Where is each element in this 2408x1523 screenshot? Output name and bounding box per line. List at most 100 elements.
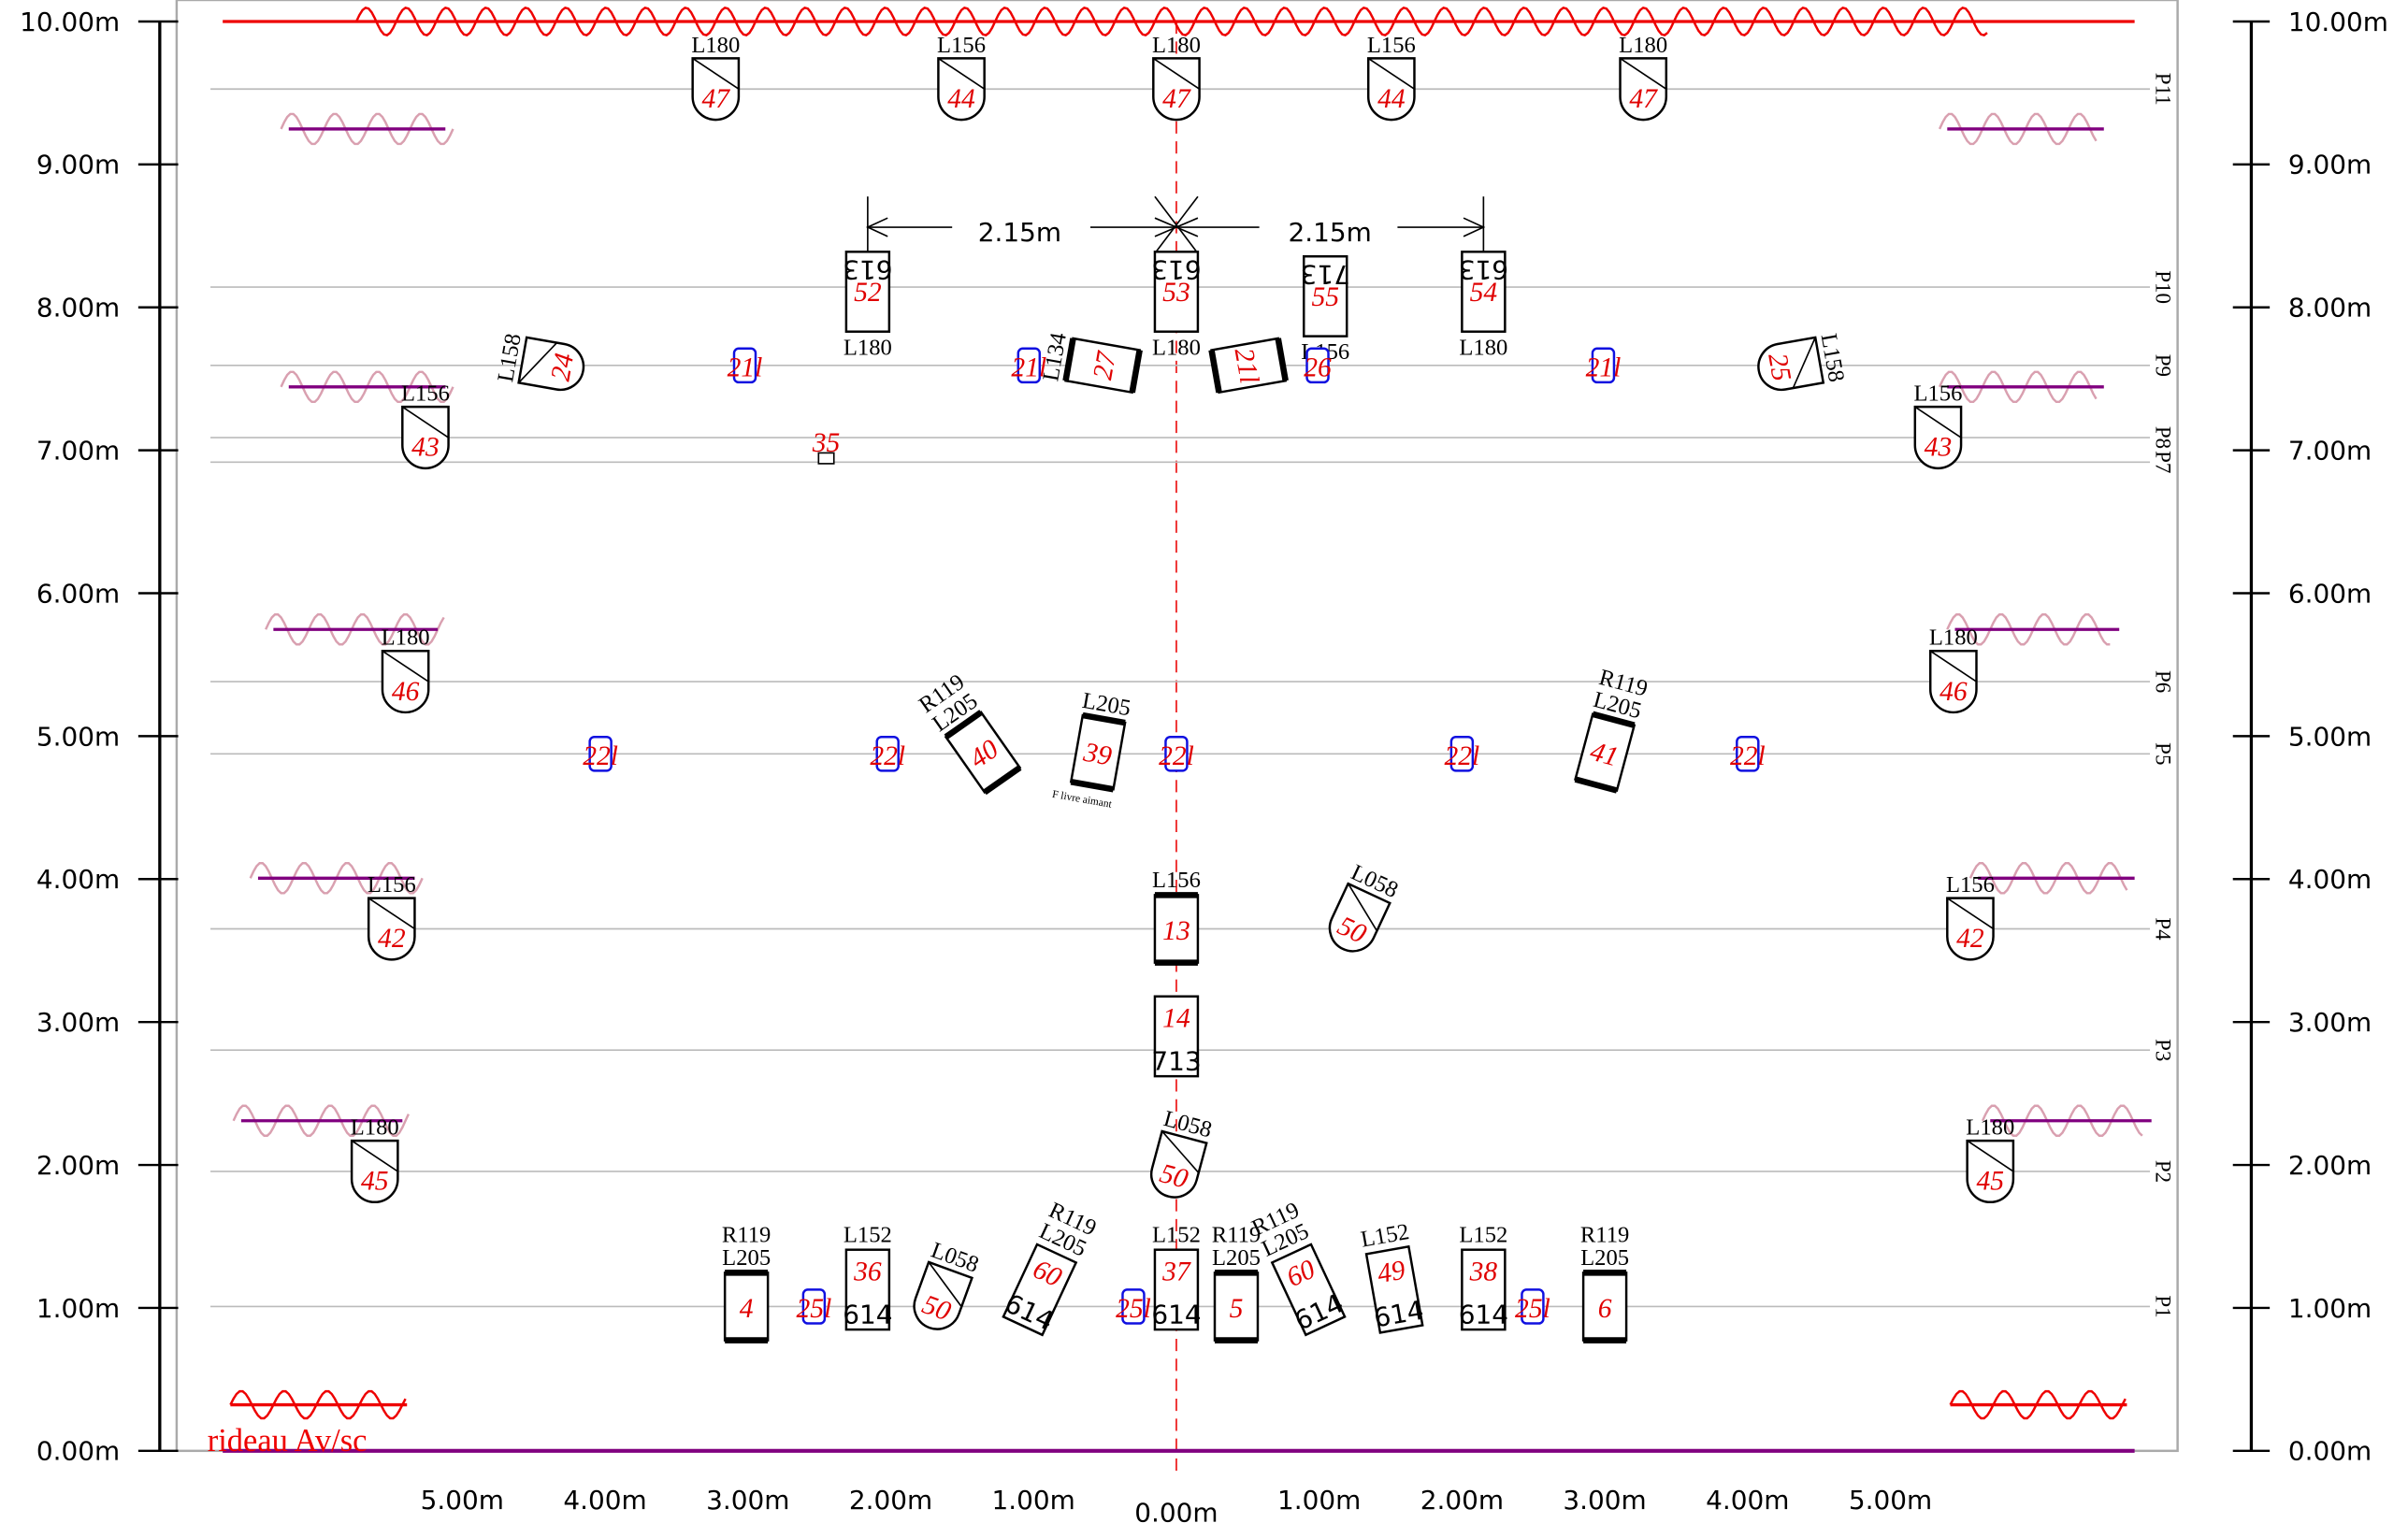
x-label: 3.00m <box>706 1485 789 1516</box>
fixture-body <box>1305 347 1330 384</box>
fixture-note: F livre aimant <box>1051 789 1113 811</box>
gobo-label: 613 <box>1459 254 1508 285</box>
fixture-body <box>844 1248 891 1331</box>
fixture-number: 45 <box>361 1167 389 1197</box>
fixture-lens <box>1914 406 1962 438</box>
fixture-body <box>1213 1272 1260 1342</box>
fixture-body <box>1449 735 1475 772</box>
fixture-number: 44 <box>1377 84 1406 114</box>
y-label: 3.00m <box>36 1007 120 1038</box>
fixture-lens <box>1347 883 1378 932</box>
fixture: 44 L156 <box>937 33 986 122</box>
fixture-number: 21l <box>1011 352 1046 382</box>
fixture: 42 L156 <box>368 872 416 961</box>
fixture-body <box>1581 1272 1628 1342</box>
gobo-label: 614 <box>843 1300 892 1330</box>
y-label: 7.00m <box>2288 435 2372 466</box>
gel-label: L180 <box>1152 33 1201 58</box>
fixture-body <box>1946 897 1995 961</box>
fixture-number: 47 <box>1162 84 1191 114</box>
fixture-number: 27 <box>1088 349 1122 382</box>
fixture-lens <box>1367 57 1415 90</box>
fixture: 21l <box>1011 347 1046 384</box>
fixture: 22l <box>870 735 905 772</box>
fixture-lens <box>928 1261 962 1308</box>
curtain-wave <box>1938 112 2098 146</box>
fixture-number: 21l <box>1586 352 1622 382</box>
x-label: 3.00m <box>1563 1485 1646 1516</box>
fixture-number: 25l <box>1515 1294 1550 1324</box>
fixture-body <box>401 405 450 469</box>
fixture-number: 49 <box>1376 1255 1408 1289</box>
curtain-wave <box>354 6 1988 37</box>
fixture: 22l <box>583 735 618 772</box>
fixture-number: 21l <box>728 352 763 382</box>
fixture-number: 52 <box>854 278 882 308</box>
fixture-number: 22l <box>583 741 618 771</box>
fixture-body <box>1461 251 1507 333</box>
fixture-lens <box>937 57 986 90</box>
curtain-wave <box>1949 1389 2127 1420</box>
gel-label: L156 <box>1367 33 1416 58</box>
fixture-number: 42 <box>378 924 406 954</box>
curtain-wave <box>1968 862 2128 895</box>
y-label: 5.00m <box>36 721 120 752</box>
fixture-body <box>1461 1248 1507 1331</box>
y-label: 8.00m <box>36 293 120 323</box>
gel-label: L152 <box>1152 1222 1201 1247</box>
fixture-number: 22l <box>1444 741 1479 771</box>
fixture-body <box>1153 1248 1200 1331</box>
fixture-body <box>1017 347 1042 384</box>
y-label: 8.00m <box>2288 293 2372 323</box>
fixture-lens <box>1152 57 1201 90</box>
fixture-number: 25l <box>797 1294 832 1324</box>
curtain-wave <box>265 613 445 646</box>
pipe-label: P7 <box>2152 451 2175 473</box>
fixture-body <box>875 735 900 772</box>
y-label: 3.00m <box>2288 1007 2372 1038</box>
x-label: 2.00m <box>1420 1485 1504 1516</box>
fixture-number: 37 <box>1161 1257 1191 1287</box>
fixture-edge <box>1208 349 1222 394</box>
gel-label: L205 <box>1580 1245 1629 1271</box>
fixture-body <box>801 1288 827 1325</box>
fixture-number: 46 <box>392 677 420 707</box>
fixture-body <box>1153 251 1200 333</box>
curtain-wave <box>229 1389 407 1420</box>
fixture-number: 22l <box>1159 741 1194 771</box>
fixture-lens <box>382 650 429 682</box>
y-label: 7.00m <box>36 435 120 466</box>
fixture-body <box>1153 894 1200 964</box>
gel-label: L156 <box>1152 868 1201 893</box>
gel-label: L156 <box>1913 381 1962 407</box>
gel-label: L152 <box>844 1222 892 1247</box>
fixture-body <box>1928 650 1978 714</box>
fixture-body <box>350 1139 399 1203</box>
fixture-body <box>1303 255 1348 338</box>
pipe-label: P10 <box>2152 270 2175 304</box>
fixture-number: 22l <box>870 741 905 771</box>
gobo-label: 613 <box>843 254 892 285</box>
fixture-lens <box>1792 337 1816 389</box>
fixture-edge <box>983 765 1022 796</box>
y-label: 5.00m <box>2288 721 2372 752</box>
fixture: 26 <box>1304 347 1332 384</box>
fixture: 45 L180 <box>1966 1115 2014 1203</box>
gel-label: L180 <box>351 1115 399 1141</box>
fixture: 42 L156 <box>1946 872 1995 961</box>
gel-label: L205 <box>1212 1245 1261 1271</box>
x-label: 4.00m <box>1706 1485 1789 1516</box>
fixture-number: 54 <box>1470 278 1498 308</box>
pipe-label: P6 <box>2152 670 2175 693</box>
fixture: 37 614 L152 <box>1151 1222 1202 1331</box>
fixture-number: 14 <box>1162 1004 1190 1034</box>
fixture-body <box>1150 1129 1208 1199</box>
